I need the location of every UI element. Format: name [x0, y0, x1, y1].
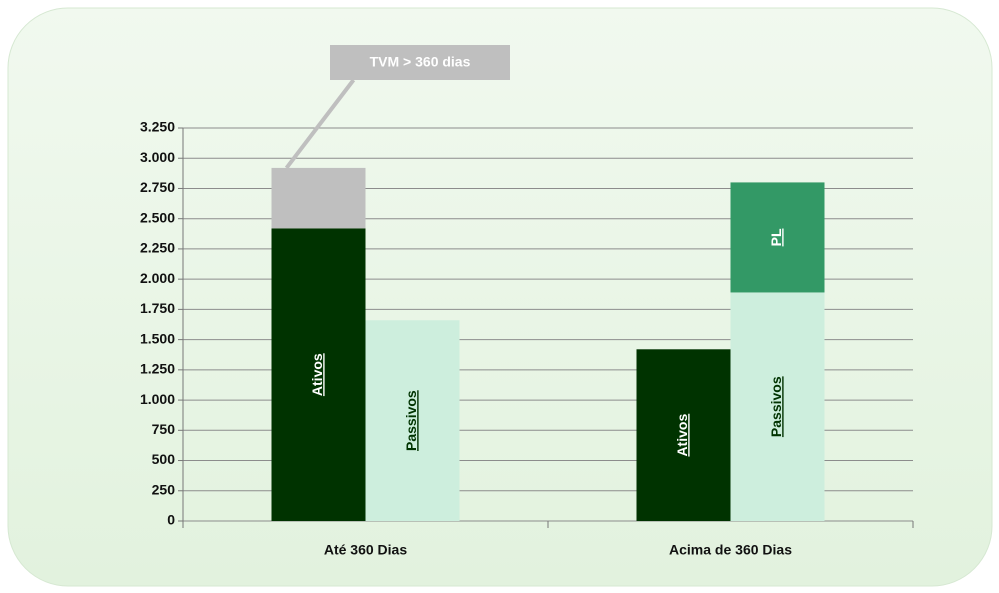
chart-background: [7, 7, 993, 587]
callout-text: TVM > 360 dias: [370, 54, 471, 70]
y-tick-label: 2.000: [140, 270, 175, 286]
y-tick-label: 2.500: [140, 209, 175, 225]
bar-segment: [271, 167, 366, 229]
x-tick-label: Até 360 Dias: [324, 542, 407, 558]
y-tick-label: 3.250: [140, 119, 175, 135]
y-tick-label: 1.750: [140, 300, 175, 316]
y-tick-label: 1.500: [140, 330, 175, 346]
y-tick-label: 0: [167, 512, 175, 528]
series-label: Ativos: [309, 353, 325, 396]
y-tick-label: 2.750: [140, 179, 175, 195]
x-tick-label: Acima de 360 Dias: [669, 542, 792, 558]
y-tick-label: 250: [152, 481, 176, 497]
callout-box: [330, 45, 510, 80]
series-label: PL: [768, 228, 784, 246]
bar-segment: [271, 228, 366, 521]
bar-segment: [636, 349, 731, 521]
bar-segment: [730, 182, 825, 293]
series-label: Ativos: [674, 414, 690, 457]
series-label: Passivos: [768, 376, 784, 437]
y-tick-label: 2.250: [140, 240, 175, 256]
y-tick-label: 750: [152, 421, 176, 437]
bar-segment: [730, 292, 825, 521]
bars: [271, 167, 825, 521]
callout-line: [284, 78, 356, 170]
y-tick-label: 1.000: [140, 391, 175, 407]
series-label: Passivos: [403, 390, 419, 451]
y-tick-label: 1.250: [140, 361, 175, 377]
y-tick-label: 3.000: [140, 149, 175, 165]
y-tick-label: 500: [152, 451, 176, 467]
labels: Até 360 Dias Ativos TVM > 360 dias Passivos…: [284, 45, 792, 558]
bar-segment: [365, 320, 460, 521]
